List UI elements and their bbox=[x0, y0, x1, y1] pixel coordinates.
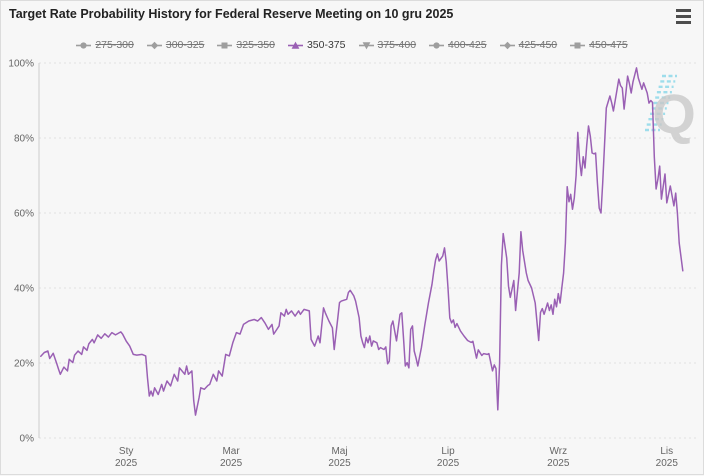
legend-marker-circle-icon bbox=[76, 40, 92, 51]
legend-item-label: 375-400 bbox=[377, 39, 417, 51]
legend-marker-square-icon bbox=[570, 40, 586, 51]
legend-item-400-425[interactable]: 400-425 bbox=[429, 39, 487, 51]
legend-item-300-325[interactable]: 300-325 bbox=[146, 39, 205, 51]
x-axis-label: Lis bbox=[660, 446, 673, 457]
legend-item-350-375[interactable]: 350-375 bbox=[287, 39, 346, 51]
x-axis-label-year: 2025 bbox=[115, 458, 138, 469]
x-axis-label: Maj bbox=[331, 446, 347, 457]
legend-item-label: 450-475 bbox=[589, 39, 628, 51]
y-axis-label: 0% bbox=[20, 434, 35, 445]
x-axis-label: Mar bbox=[222, 446, 240, 457]
legend-item-450-475[interactable]: 450-475 bbox=[570, 39, 628, 51]
y-axis-label: 40% bbox=[14, 284, 34, 295]
legend-marker-triangle-icon bbox=[287, 40, 303, 51]
x-axis-label-year: 2025 bbox=[547, 458, 570, 469]
series-line-350-375[interactable] bbox=[40, 67, 684, 416]
watermark-letter: Q bbox=[652, 82, 696, 145]
legend-marker-diamond-icon bbox=[499, 40, 515, 51]
legend-item-label: 425-450 bbox=[518, 39, 558, 51]
legend-item-label: 275-300 bbox=[95, 39, 134, 51]
chart-context-menu-button[interactable] bbox=[676, 9, 693, 24]
x-axis-label-year: 2025 bbox=[220, 458, 243, 469]
chart-title: Target Rate Probability History for Fede… bbox=[9, 7, 454, 21]
legend-item-425-450[interactable]: 425-450 bbox=[499, 39, 558, 51]
y-axis-label: 80% bbox=[14, 134, 34, 145]
legend-marker-diamond-icon bbox=[146, 40, 162, 51]
y-axis-label: 100% bbox=[8, 59, 34, 70]
legend-item-275-300[interactable]: 275-300 bbox=[76, 39, 134, 51]
legend-item-325-350[interactable]: 325-350 bbox=[217, 39, 275, 51]
x-axis-label-year: 2025 bbox=[328, 458, 351, 469]
legend-item-label: 400-425 bbox=[448, 39, 487, 51]
legend-marker-square-icon bbox=[217, 40, 233, 51]
hamburger-icon bbox=[676, 9, 691, 12]
legend-item-375-400[interactable]: 375-400 bbox=[358, 39, 417, 51]
y-axis-label: 20% bbox=[14, 359, 34, 370]
legend-marker-triangle-down-icon bbox=[358, 40, 374, 51]
legend-item-label: 350-375 bbox=[306, 39, 346, 51]
legend-item-label: 300-325 bbox=[165, 39, 205, 51]
legend-item-label: 325-350 bbox=[236, 39, 275, 51]
y-axis-label: 60% bbox=[14, 209, 34, 220]
x-axis-label: Wrz bbox=[549, 446, 567, 457]
x-axis-label: Lip bbox=[441, 446, 455, 457]
x-axis-label-year: 2025 bbox=[656, 458, 679, 469]
x-axis-label-year: 2025 bbox=[437, 458, 460, 469]
legend-marker-circle-icon bbox=[429, 40, 445, 51]
x-axis-label: Sty bbox=[119, 446, 133, 457]
legend: 275-300 300-325 325-350 350-375 375-400 400-4… bbox=[1, 38, 703, 52]
